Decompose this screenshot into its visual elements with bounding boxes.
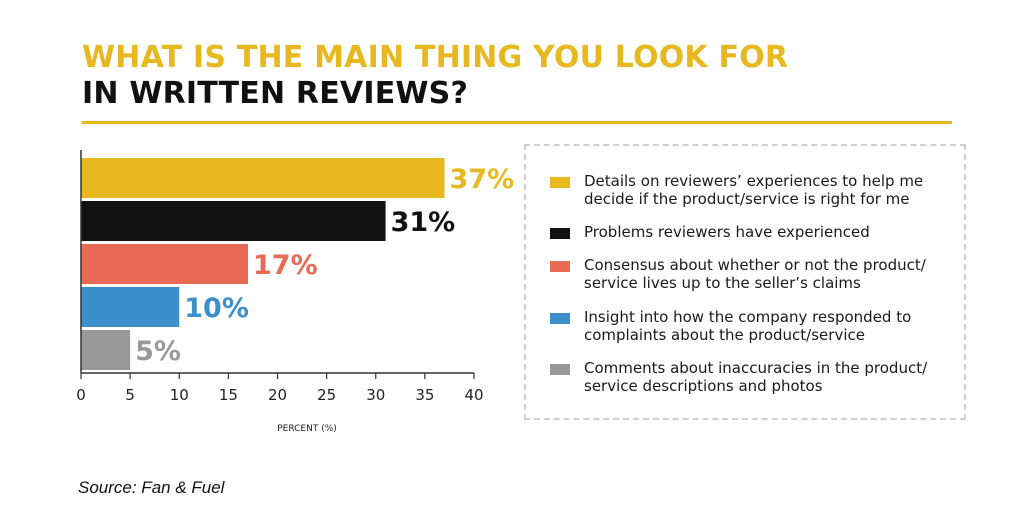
source-note: Source: Fan & Fuel [78,478,225,497]
legend: Details on reviewers’ experiences to hel… [524,144,966,420]
bar [81,287,180,327]
bar-value-label: 17% [253,250,318,281]
x-tick-label: 35 [415,386,434,404]
bar [81,201,386,241]
legend-item: Consensus about whether or not the produ… [550,256,954,292]
x-tick-label: 0 [76,386,86,404]
bar-value-label: 37% [450,164,515,195]
legend-item: Details on reviewers’ experiences to hel… [550,172,954,208]
x-tick-label: 5 [125,386,135,404]
bar-value-label: 31% [391,207,456,238]
legend-label: Details on reviewers’ experiences to hel… [584,172,924,208]
legend-label: Consensus about whether or not the produ… [584,256,926,292]
title-line-2: IN WRITTEN REVIEWS? [82,76,469,111]
bar-value-label: 5% [135,336,181,367]
bar-chart: 37% 31% 17%10%5% 0 5 10 15 20 25 30 35 40 PERCENT (%… [76,150,515,434]
title-rule [82,121,952,124]
bar [81,330,131,370]
x-tick-label: 15 [219,386,238,404]
legend-swatch [550,313,570,324]
bar [81,244,249,284]
legend-swatch [550,261,570,272]
x-tick-label: 20 [268,386,287,404]
x-tick-label: 40 [464,386,483,404]
legend-swatch [550,177,570,188]
x-tick-label: 30 [366,386,385,404]
x-tick-label: 10 [170,386,189,404]
legend-item: Problems reviewers have experienced [550,223,954,241]
chart-title: WHAT IS THE MAIN THING YOU LOOK FOR IN W… [82,40,788,112]
legend-swatch [550,364,570,375]
legend-swatch [550,228,570,239]
legend-label: Insight into how the company responded t… [584,308,912,344]
legend-item: Insight into how the company responded t… [550,308,954,344]
bar [81,158,445,198]
legend-label: Problems reviewers have experienced [584,223,870,241]
legend-item: Comments about inaccuracies in the produ… [550,359,954,395]
x-tick-label: 25 [317,386,336,404]
bar-value-label: 10% [184,293,249,324]
x-axis-label: PERCENT (%) [277,424,337,434]
title-line-1: WHAT IS THE MAIN THING YOU LOOK FOR [82,40,789,75]
legend-label: Comments about inaccuracies in the produ… [584,359,928,395]
